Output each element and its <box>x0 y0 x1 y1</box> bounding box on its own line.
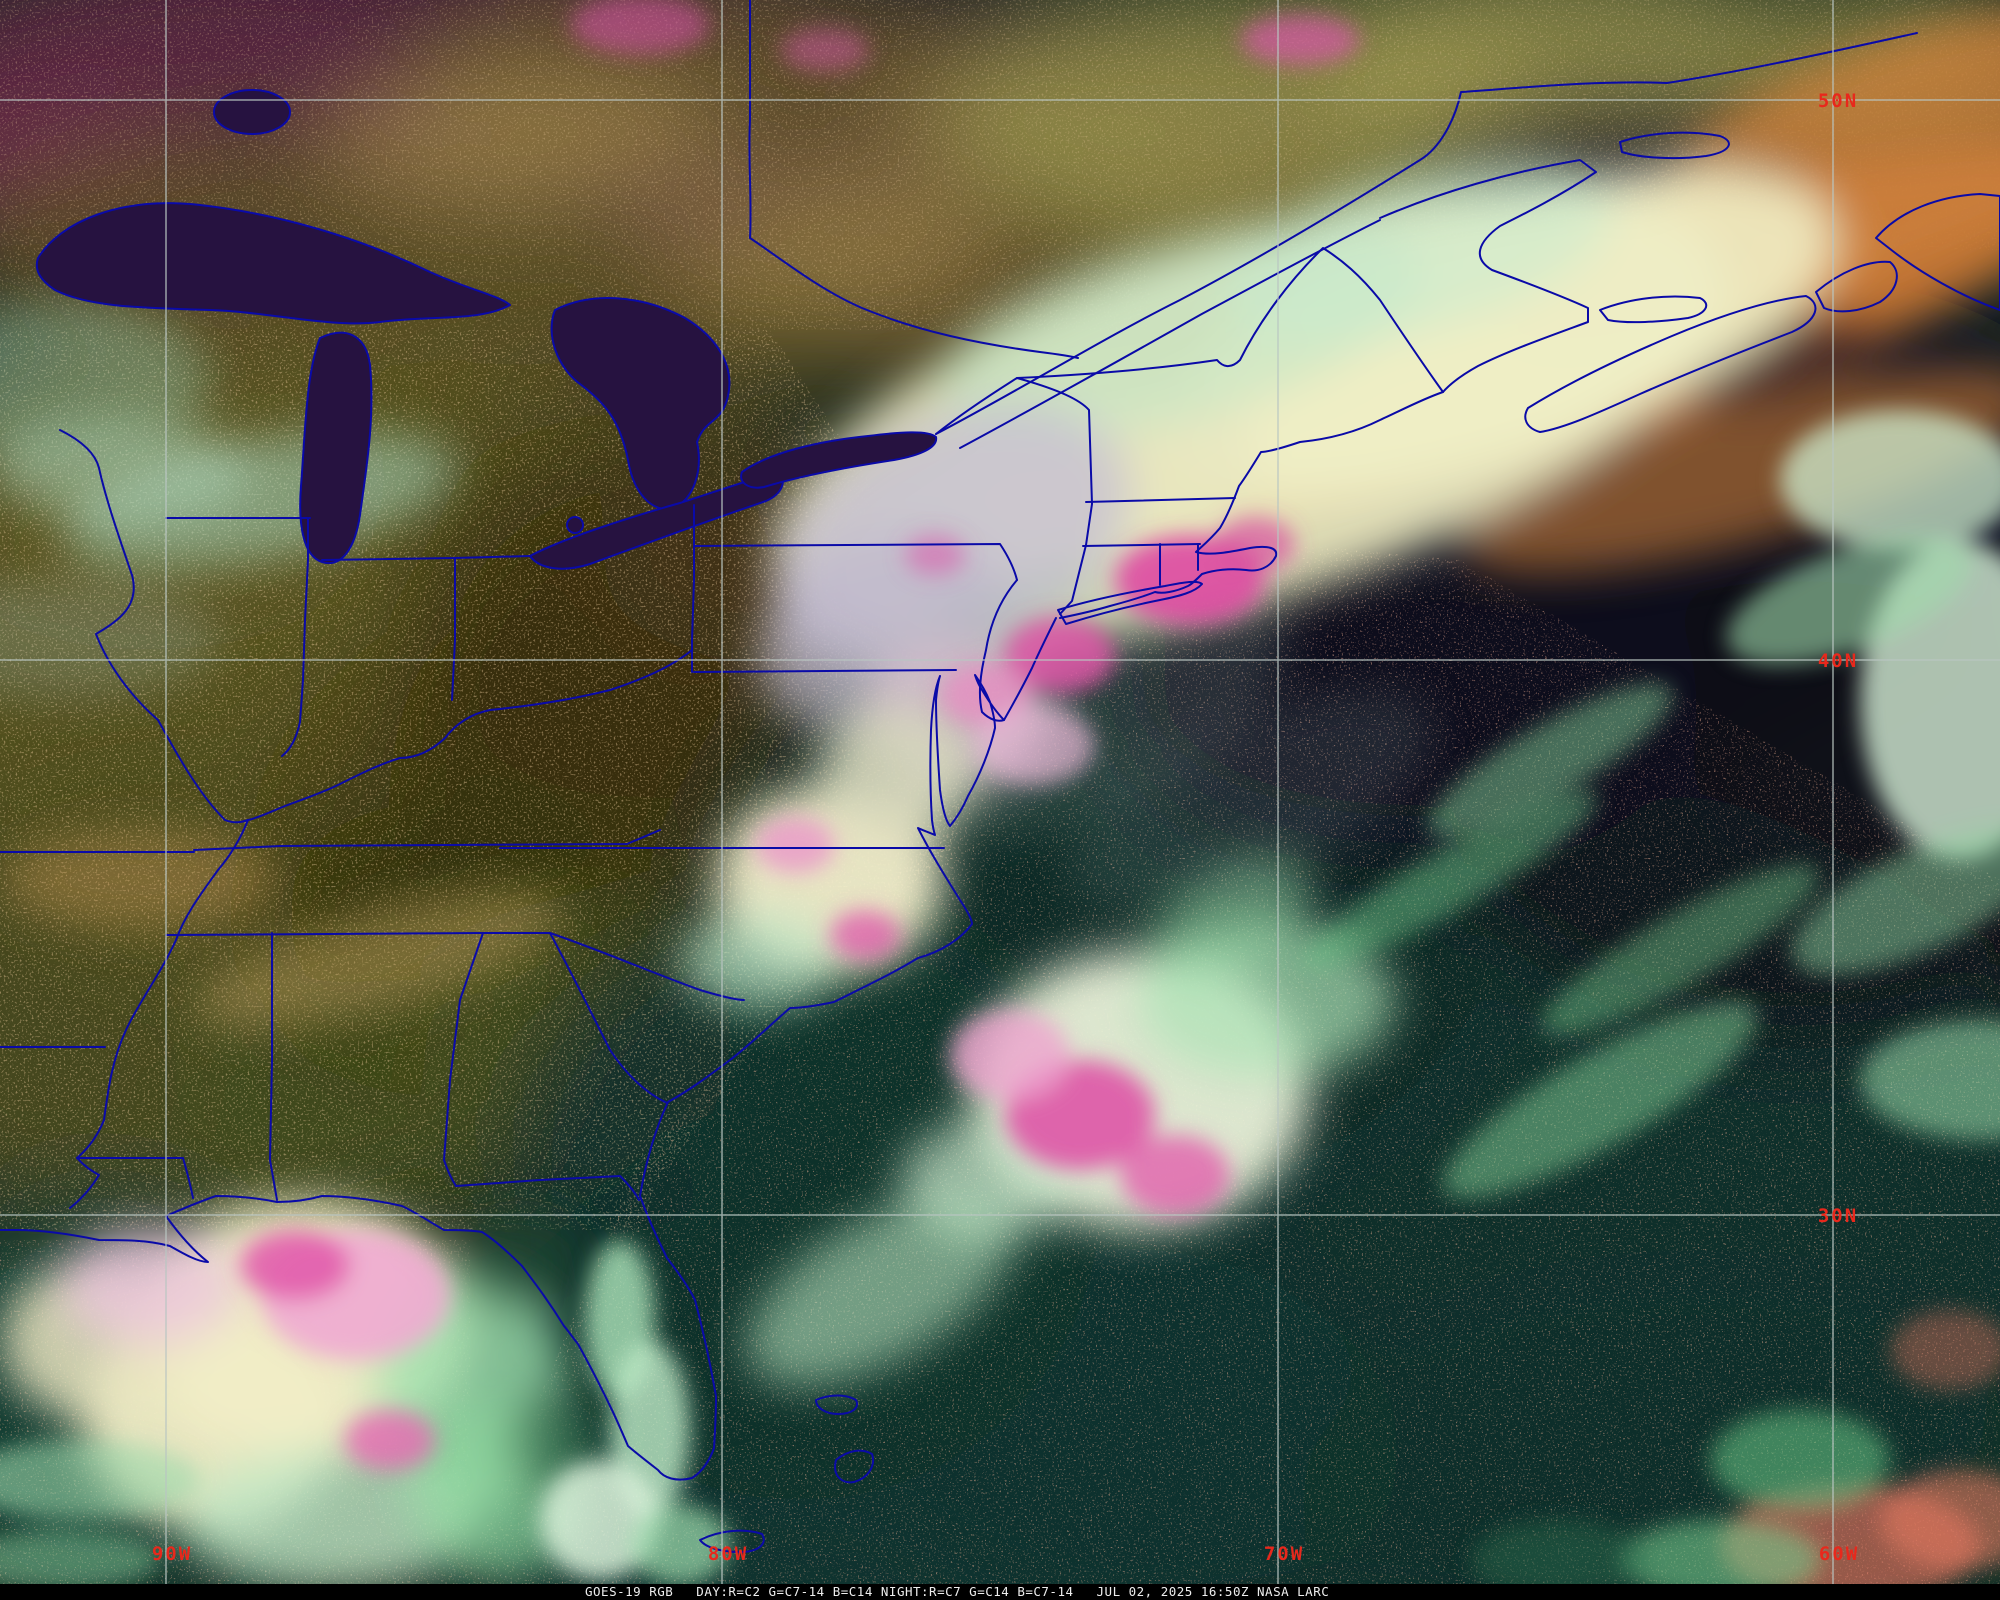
grid-label-80w: 80W <box>708 1543 748 1565</box>
canada-borders <box>748 0 2000 449</box>
grid-label-50n: 50N <box>1818 90 1858 112</box>
grid-label-30n: 30N <box>1818 1205 1858 1227</box>
caption-timestamp: JUL 02, 2025 16:50Z NASA LARC <box>1096 1584 1330 1599</box>
great-lakes <box>35 89 938 570</box>
state-borders <box>0 377 1236 1209</box>
map-boundaries <box>0 0 2000 1553</box>
caption-rgb-recipe: DAY:R=C2 G=C7-14 B=C14 NIGHT:R=C7 G=C14 … <box>696 1584 1074 1599</box>
caption-bar: GOES-19 RGB DAY:R=C2 G=C7-14 B=C14 NIGHT… <box>0 1584 2000 1600</box>
coastlines <box>0 391 1444 1553</box>
grid-label-90w: 90W <box>152 1543 192 1565</box>
grid-label-60w: 60W <box>1819 1543 1859 1565</box>
grid-labels: 50N 40N 30N 90W 80W 70W 60W <box>152 90 1859 1565</box>
grid-label-40n: 40N <box>1818 650 1858 672</box>
caption-product: GOES-19 RGB <box>585 1584 674 1599</box>
grid-label-70w: 70W <box>1264 1543 1304 1565</box>
